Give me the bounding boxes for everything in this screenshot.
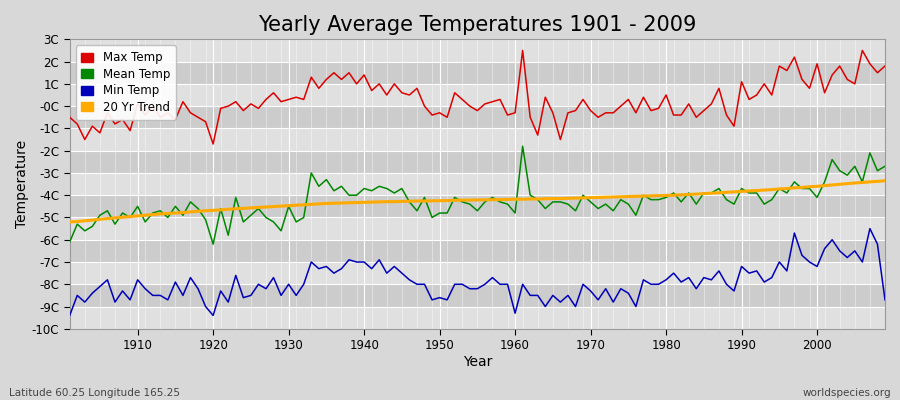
Legend: Max Temp, Mean Temp, Min Temp, 20 Yr Trend: Max Temp, Mean Temp, Min Temp, 20 Yr Tre… (76, 45, 176, 120)
Bar (69, 262, 885, 284)
Bar (69, 151, 885, 173)
Bar (69, 195, 885, 218)
Bar (69, 128, 885, 151)
Bar (69, 284, 885, 306)
Text: Latitude 60.25 Longitude 165.25: Latitude 60.25 Longitude 165.25 (9, 388, 180, 398)
Bar (69, 306, 885, 329)
Text: worldspecies.org: worldspecies.org (803, 388, 891, 398)
Bar (69, 218, 885, 240)
Y-axis label: Temperature: Temperature (15, 140, 29, 228)
Bar (69, 173, 885, 195)
Bar (69, 106, 885, 128)
Title: Yearly Average Temperatures 1901 - 2009: Yearly Average Temperatures 1901 - 2009 (258, 15, 697, 35)
Bar (69, 84, 885, 106)
Bar (69, 39, 885, 62)
X-axis label: Year: Year (463, 355, 492, 369)
Bar (69, 240, 885, 262)
Bar (69, 62, 885, 84)
